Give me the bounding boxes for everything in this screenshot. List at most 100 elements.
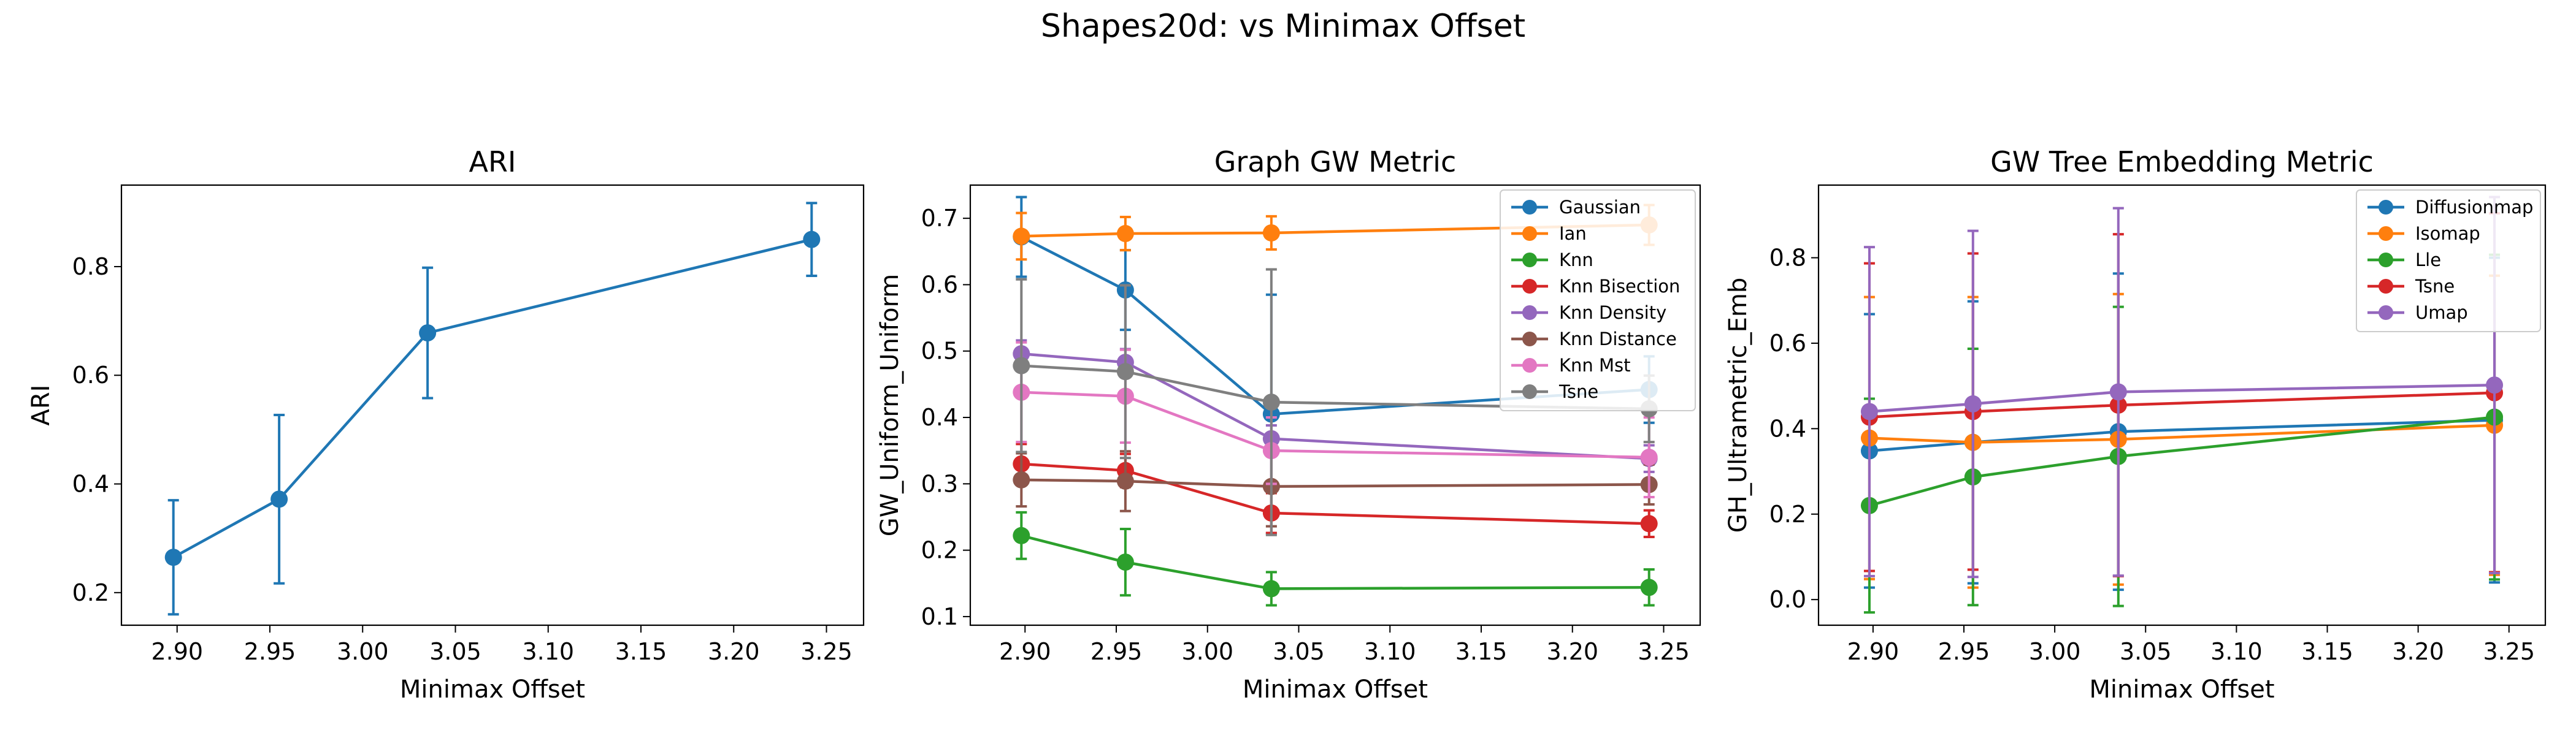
- data-point: [1013, 357, 1030, 375]
- series-line: [1869, 424, 2495, 444]
- legend-swatch-marker: [2379, 200, 2393, 215]
- data-point: [803, 230, 821, 248]
- data-point: [1262, 224, 1280, 242]
- series-1: [164, 202, 821, 616]
- data-point: [1116, 225, 1134, 243]
- legend-swatch-marker: [2379, 279, 2393, 294]
- series-line: [1021, 390, 1649, 459]
- legend-item: Lle: [2367, 249, 2441, 270]
- y-axis-label: GW_Uniform_Uniform: [876, 274, 904, 537]
- legend-item: Umap: [2367, 302, 2468, 323]
- plot-frame: [1817, 184, 2547, 626]
- legend-item: Diffusionmap: [2367, 197, 2533, 218]
- series-knn-bisection: [1013, 443, 1658, 538]
- legend-swatch-marker: [2379, 226, 2393, 241]
- data-point: [419, 324, 437, 342]
- legend-swatch-marker: [1522, 226, 1537, 241]
- x-tick-label: 3.05: [1273, 638, 1325, 665]
- data-point: [1116, 554, 1134, 571]
- legend-item: Knn Bisection: [1511, 276, 1680, 297]
- plot-frame: [120, 184, 865, 626]
- x-tick-label: 2.95: [1091, 638, 1143, 665]
- legend: Diffusionmap Isomap Lle Tsne Umap: [2356, 189, 2541, 332]
- data-point: [1262, 580, 1280, 598]
- legend-swatch-marker: [2379, 305, 2393, 320]
- series-line: [1869, 419, 2495, 452]
- x-tick-label: 3.00: [1181, 638, 1233, 665]
- legend-label: Gaussian: [1559, 197, 1641, 218]
- data-point: [1116, 363, 1134, 381]
- legend-item: Isomap: [2367, 223, 2480, 244]
- x-tick-label: 3.15: [2301, 638, 2353, 665]
- x-axis-label: Minimax Offset: [2089, 675, 2274, 704]
- series-line: [1021, 223, 1649, 238]
- x-tick-label: 3.10: [2210, 638, 2263, 665]
- legend-item: Gaussian: [1511, 197, 1641, 218]
- x-tick-label: 3.05: [429, 638, 481, 665]
- series-line: [1021, 352, 1649, 460]
- series-line: [1021, 478, 1649, 488]
- x-tick-label: 3.25: [800, 638, 853, 665]
- plot-frame: [969, 184, 1701, 626]
- data-point: [1640, 449, 1658, 466]
- legend-box: [2356, 189, 2541, 332]
- y-tick-label: 0.4: [921, 404, 958, 431]
- y-tick-label: 0.1: [921, 603, 958, 630]
- legend-label: Knn Bisection: [1559, 276, 1680, 297]
- figure-title: Shapes20d: vs Minimax Offset: [1041, 8, 1525, 45]
- legend-item: Tsne: [1511, 381, 1598, 402]
- x-tick-label: 3.15: [615, 638, 667, 665]
- chart-panel-1: ARI 2.90 2.95 3.00 3.05 3.10 3.15 3.20 3.25 0.2 0.…: [27, 145, 865, 704]
- y-tick-label: 0.8: [72, 253, 109, 280]
- legend-label: Knn Mst: [1559, 355, 1631, 376]
- x-tick-label: 3.20: [708, 638, 760, 665]
- legend-item: Knn: [1511, 249, 1593, 270]
- x-tick-label: 3.05: [2120, 638, 2172, 665]
- legend-label: Knn: [1559, 249, 1593, 270]
- legend-swatch-marker: [2379, 253, 2393, 267]
- x-axis-label: Minimax Offset: [1243, 675, 1428, 704]
- y-tick-label: 0.4: [72, 471, 109, 498]
- y-tick-label: 0.6: [921, 271, 958, 298]
- legend-swatch-marker: [1522, 358, 1537, 373]
- data-point: [1013, 527, 1030, 544]
- series-line: [1869, 383, 2495, 413]
- legend-label: Lle: [2415, 249, 2441, 270]
- x-tick-label: 3.25: [2483, 638, 2535, 665]
- legend-label: Ian: [1559, 223, 1587, 244]
- legend-label: Knn Density: [1559, 302, 1666, 323]
- data-area: [164, 202, 821, 616]
- legend: Gaussian Ian Knn Knn Bisection Knn Density Kn…: [1500, 189, 1696, 411]
- y-tick-label: 0.0: [1769, 586, 1806, 613]
- series-line: [172, 238, 812, 559]
- legend-label: Knn Distance: [1559, 329, 1677, 349]
- legend-swatch-marker: [1522, 200, 1537, 215]
- series-knn: [1013, 511, 1658, 607]
- legend-item: Knn Density: [1511, 302, 1666, 323]
- y-tick-label: 0.4: [1769, 415, 1806, 442]
- x-tick-label: 3.10: [522, 638, 574, 665]
- data-point: [1640, 579, 1658, 596]
- y-axis-label: ARI: [27, 385, 55, 426]
- legend-item: Knn Mst: [1511, 355, 1631, 376]
- x-tick-label: 3.20: [2392, 638, 2444, 665]
- x-axis-label: Minimax Offset: [400, 675, 585, 704]
- x-tick-label: 2.95: [1938, 638, 1990, 665]
- data-point: [1116, 472, 1134, 490]
- x-tick-label: 3.00: [2029, 638, 2081, 665]
- chart-title: GW Tree Embedding Metric: [1990, 145, 2374, 178]
- y-tick-label: 0.5: [921, 338, 958, 365]
- series-line: [1869, 391, 2495, 419]
- legend-swatch-marker: [1522, 305, 1537, 320]
- data-point: [2486, 376, 2504, 394]
- legend-swatch-marker: [1522, 253, 1537, 267]
- legend-item: Tsne: [2367, 276, 2455, 297]
- series-umap: [1860, 196, 2504, 579]
- data-point: [1964, 395, 1982, 413]
- y-tick-label: 0.2: [921, 537, 958, 564]
- data-point: [270, 490, 288, 508]
- chart-panel-2: Graph GW Metric 2.90 2.95 3.00 3.05 3.10 3.15 3…: [876, 145, 1701, 704]
- data-point: [164, 549, 182, 566]
